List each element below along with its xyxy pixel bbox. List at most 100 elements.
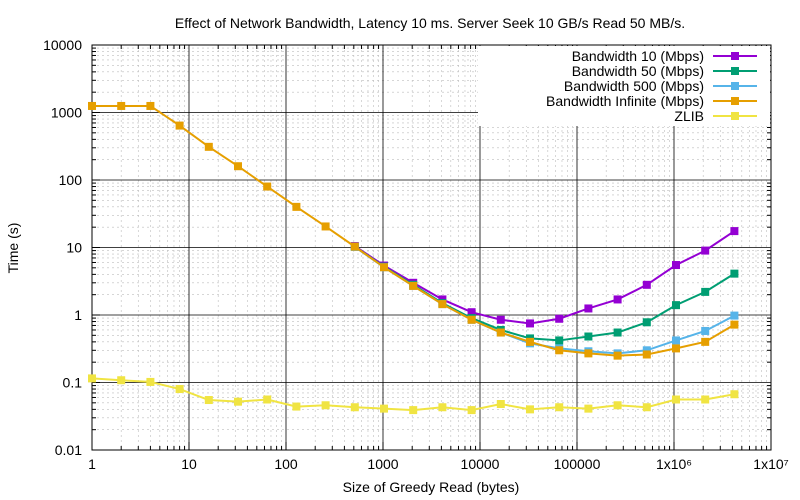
data-point bbox=[263, 395, 272, 404]
data-point bbox=[642, 350, 651, 359]
data-point bbox=[701, 246, 710, 255]
data-point bbox=[730, 311, 739, 320]
x-tick-label: 1 bbox=[88, 456, 96, 472]
data-point bbox=[613, 401, 622, 410]
series-layer bbox=[88, 101, 739, 415]
y-axis-title: Time (s) bbox=[5, 223, 21, 274]
data-point bbox=[584, 332, 593, 341]
y-tick-label: 10000 bbox=[43, 37, 82, 53]
legend-swatch-marker bbox=[731, 112, 739, 120]
data-point bbox=[701, 337, 710, 346]
legend-label: Bandwidth Infinite (Mbps) bbox=[546, 93, 704, 109]
data-point bbox=[613, 295, 622, 304]
data-point bbox=[146, 377, 155, 386]
data-point bbox=[263, 182, 272, 191]
data-point bbox=[117, 101, 126, 110]
legend-label: Bandwidth 10 (Mbps) bbox=[572, 48, 704, 64]
legend-swatch-marker bbox=[731, 52, 739, 60]
legend-item: ZLIB bbox=[674, 108, 757, 124]
data-point bbox=[642, 280, 651, 289]
data-point bbox=[730, 390, 739, 399]
x-tick-label: 100 bbox=[274, 456, 298, 472]
y-tick-label: 1000 bbox=[51, 105, 82, 121]
data-point bbox=[555, 403, 564, 412]
plot-frame bbox=[91, 44, 772, 451]
legend-item: Bandwidth Infinite (Mbps) bbox=[546, 93, 757, 109]
data-point bbox=[671, 261, 680, 270]
y-tick-label: 1 bbox=[74, 307, 82, 323]
data-point bbox=[730, 269, 739, 278]
legend-swatch-marker bbox=[731, 67, 739, 75]
y-tick-label: 100 bbox=[59, 172, 83, 188]
data-point bbox=[321, 401, 330, 410]
data-point bbox=[730, 320, 739, 329]
data-point bbox=[204, 396, 213, 405]
data-point bbox=[146, 101, 155, 110]
x-tick-label: 1x10⁶ bbox=[656, 456, 692, 472]
data-point bbox=[701, 326, 710, 335]
data-point bbox=[671, 336, 680, 345]
data-point bbox=[379, 404, 388, 413]
y-tick-label: 0.01 bbox=[55, 442, 82, 458]
data-point bbox=[88, 374, 96, 383]
data-point bbox=[175, 385, 184, 394]
data-point bbox=[496, 328, 505, 337]
data-point bbox=[467, 315, 476, 324]
data-point bbox=[642, 318, 651, 327]
data-point bbox=[292, 202, 301, 211]
data-point bbox=[409, 406, 418, 415]
series-3 bbox=[88, 101, 739, 360]
data-point bbox=[584, 404, 593, 413]
data-point bbox=[350, 242, 359, 251]
data-point bbox=[642, 346, 651, 355]
x-tick-label: 1x10⁷ bbox=[753, 456, 788, 472]
data-point bbox=[321, 222, 330, 231]
series-4 bbox=[88, 374, 739, 415]
data-point bbox=[671, 301, 680, 310]
data-point bbox=[438, 403, 447, 412]
data-point bbox=[117, 376, 126, 385]
data-point bbox=[671, 344, 680, 353]
data-point bbox=[525, 405, 534, 414]
y-tick-label: 0.1 bbox=[63, 375, 83, 391]
data-point bbox=[233, 162, 242, 171]
x-axis-title: Size of Greedy Read (bytes) bbox=[343, 479, 520, 495]
data-point bbox=[584, 304, 593, 313]
data-point bbox=[496, 315, 505, 324]
data-point bbox=[204, 142, 213, 151]
data-point bbox=[88, 101, 96, 110]
data-point bbox=[233, 397, 242, 406]
legend-label: Bandwidth 500 (Mbps) bbox=[564, 78, 704, 94]
data-point bbox=[467, 406, 476, 415]
data-point bbox=[409, 281, 418, 290]
y-tick-label: 10 bbox=[66, 240, 82, 256]
data-point bbox=[175, 121, 184, 130]
data-point bbox=[555, 336, 564, 345]
x-tick-label: 10 bbox=[181, 456, 197, 472]
data-point bbox=[496, 400, 505, 409]
data-point bbox=[613, 351, 622, 360]
legend-item: Bandwidth 50 (Mbps) bbox=[572, 63, 757, 79]
data-point bbox=[379, 263, 388, 272]
x-tick-label: 1000 bbox=[367, 456, 398, 472]
legend-label: ZLIB bbox=[674, 108, 704, 124]
legend-item: Bandwidth 500 (Mbps) bbox=[564, 78, 757, 94]
data-point bbox=[467, 308, 476, 317]
data-point bbox=[292, 402, 301, 411]
data-point bbox=[701, 287, 710, 296]
data-point bbox=[730, 227, 739, 236]
data-point bbox=[642, 403, 651, 412]
series-line bbox=[354, 230, 735, 325]
data-point bbox=[555, 314, 564, 323]
data-point bbox=[584, 349, 593, 358]
data-point bbox=[525, 319, 534, 328]
data-point bbox=[701, 395, 710, 404]
legend: Bandwidth 10 (Mbps)Bandwidth 50 (Mbps)Ba… bbox=[546, 48, 757, 124]
data-point bbox=[525, 337, 534, 346]
data-point bbox=[438, 300, 447, 309]
data-point bbox=[671, 395, 680, 404]
legend-label: Bandwidth 50 (Mbps) bbox=[572, 63, 704, 79]
legend-item: Bandwidth 10 (Mbps) bbox=[572, 48, 757, 64]
legend-swatch-marker bbox=[731, 97, 739, 105]
